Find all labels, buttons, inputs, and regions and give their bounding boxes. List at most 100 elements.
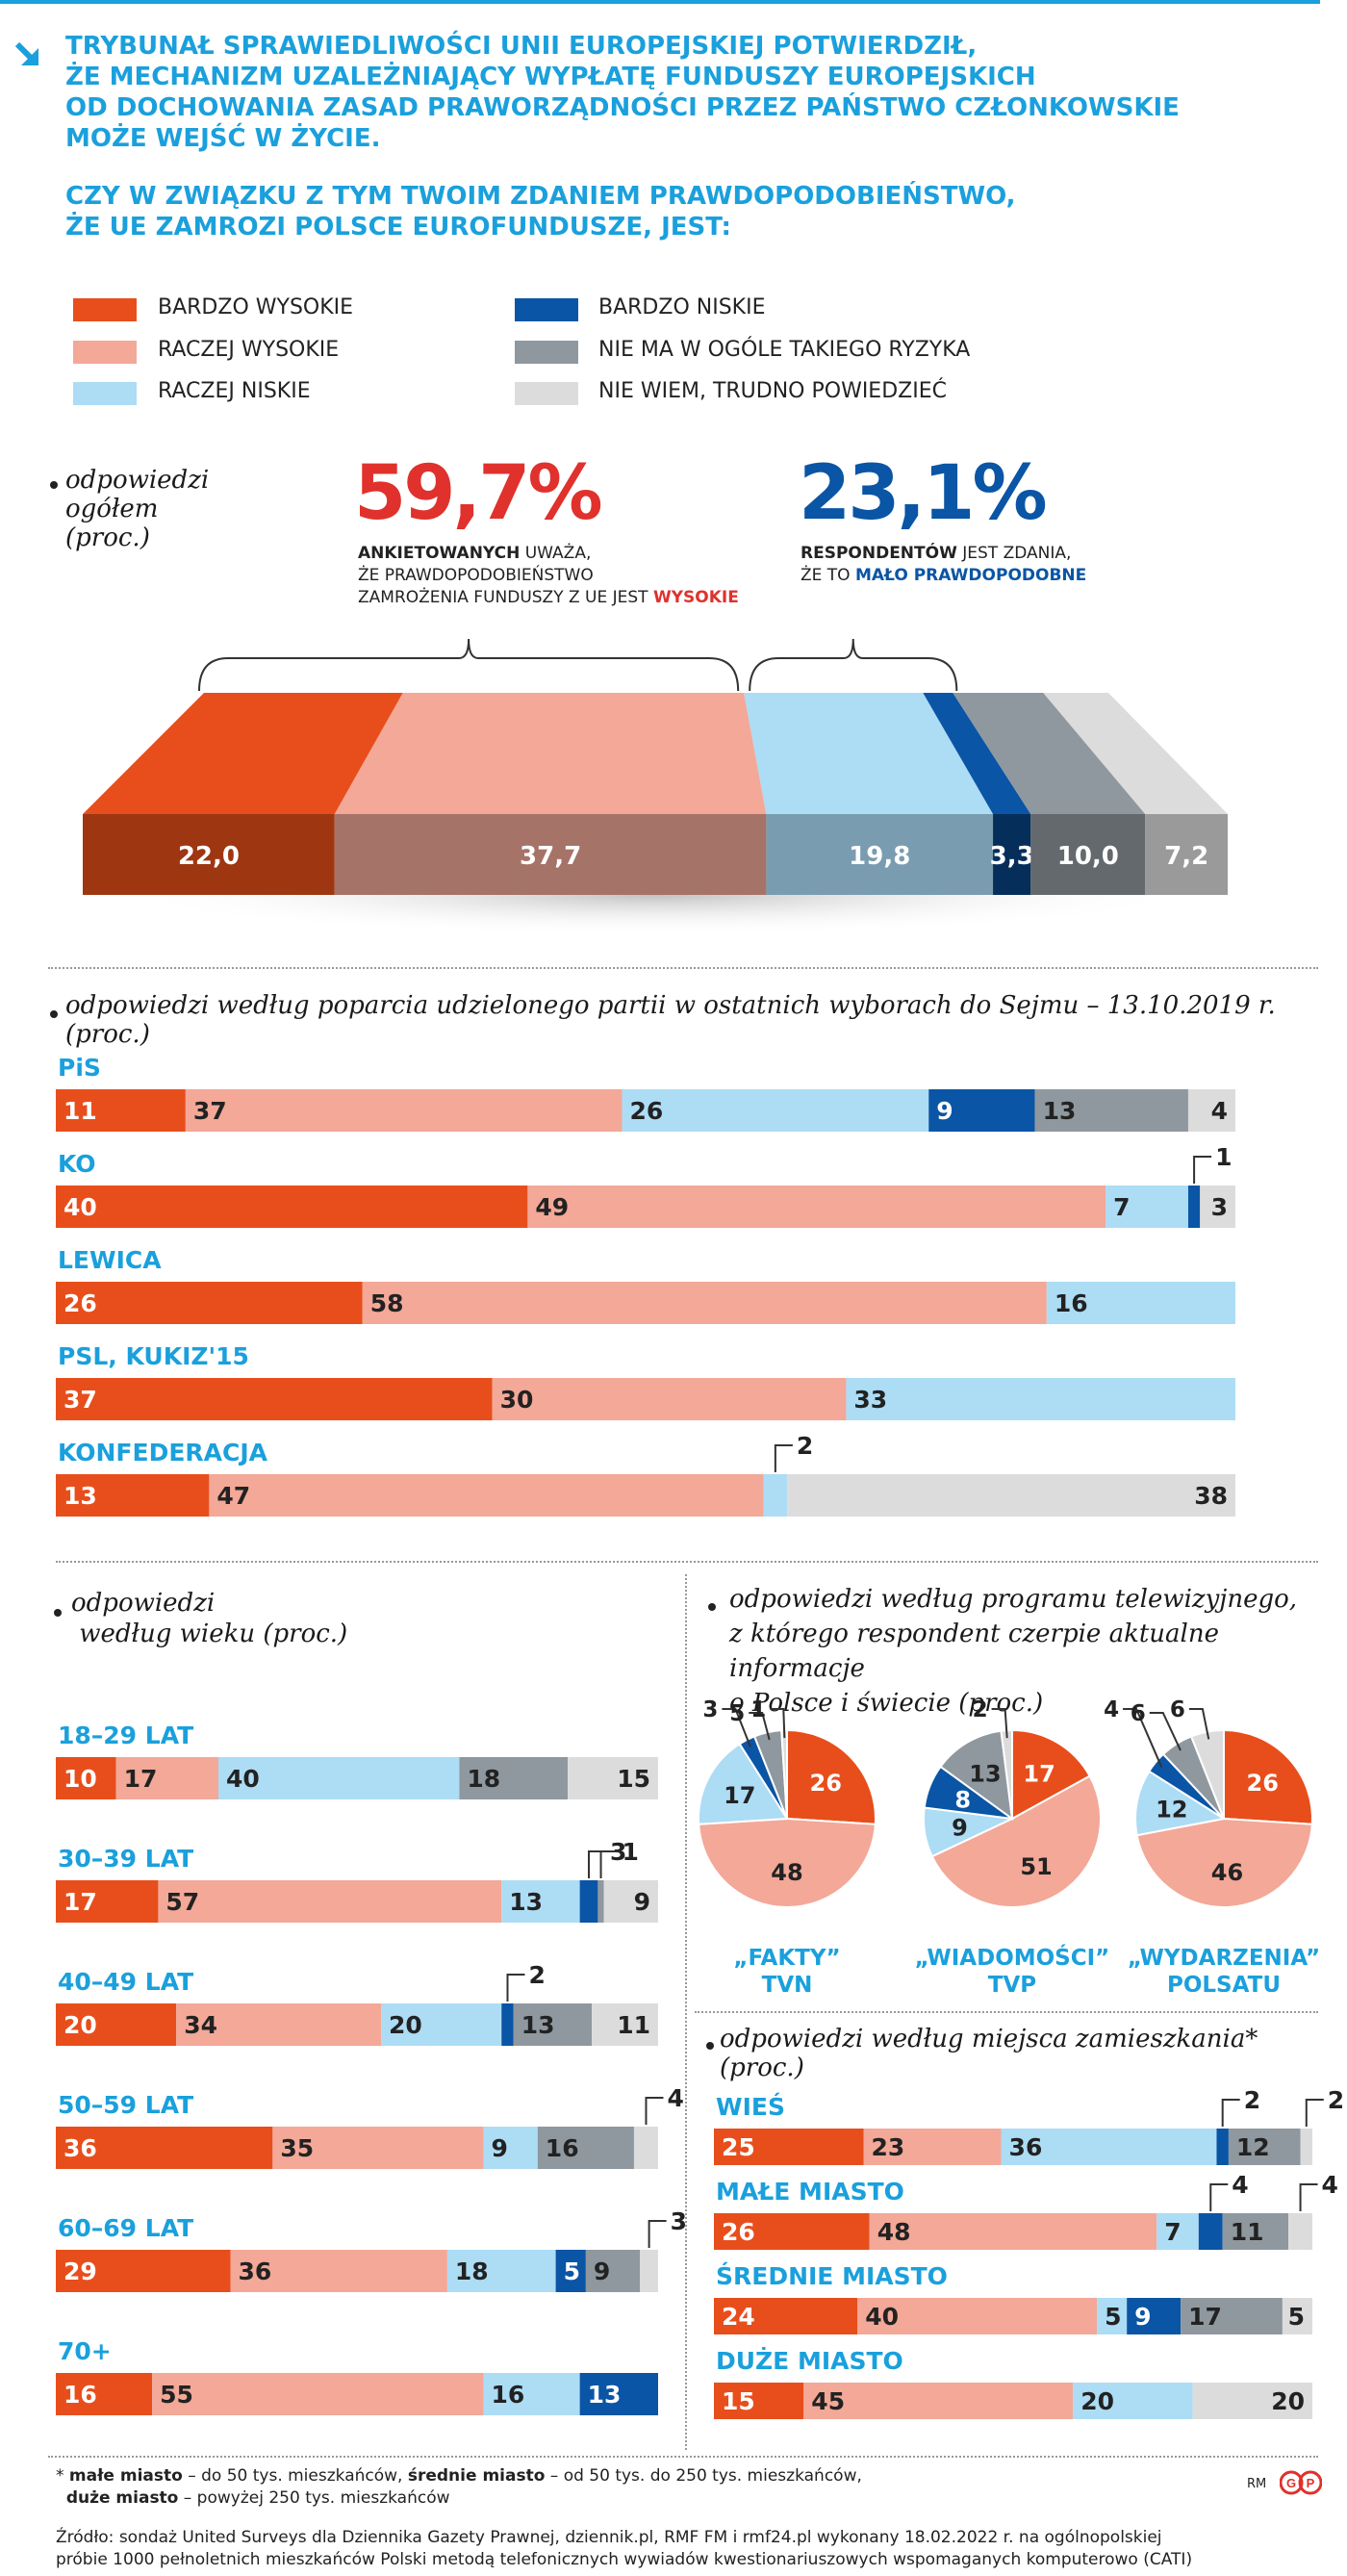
bar-value-label: 16 [491,2381,524,2409]
bar-segment [56,2373,153,2415]
bracket [198,638,740,692]
bar-segment [56,2127,273,2169]
bar-segment [579,2373,658,2415]
bar-segment [501,1880,580,1923]
bar-value-label: 11 [1231,2218,1264,2246]
callout-line [1149,1712,1182,1751]
callout-label: 6 [1131,1701,1146,1726]
bar-segment [714,2129,864,2165]
bar-value-label: 20 [389,2011,422,2039]
note-text: ŻE PRAWDOPODOBIEŃSTWO [358,566,594,585]
bar-value-label: 26 [64,1289,97,1317]
residence-chart: WIEŚ 25 23 36 12 2 2 MAŁE MIASTO 26 48 7 11 4 4 ŚREDNI… [714,2086,1344,2419]
legend-label: NIE WIEM, TRUDNO POWIEDZIEĆ [598,379,947,403]
row-label: WIEŚ [716,2092,785,2121]
pie-label: TVN [762,1973,813,1992]
callout-label: 3 [610,1838,626,1866]
overall-bar-chart: 22,0 37,7 19,8 3,3 10,0 7,2 [83,638,1228,935]
bar-segment [857,2298,1098,2334]
bar-segment [1300,2129,1312,2165]
note-emphasis: WYSOKIE [652,588,739,607]
legend-swatch-nie-wiem [515,382,578,405]
bar-value-label: 36 [1009,2133,1043,2161]
note-text: ZAMROŻENIA FUNDUSZY Z UE JEST [358,588,653,607]
bar-segment [483,2127,538,2169]
bar-segment [766,814,994,895]
bar-segment [513,2003,593,2046]
bar-value-label: 13 [588,2381,622,2409]
bar-value-label: 9 [594,2257,610,2285]
bar-value-label: 57 [165,1888,199,1916]
note-text: ŻE TO [801,566,855,585]
callout-label: 2 [973,1697,988,1722]
header-title-line: OD DOCHOWANIA ZASAD PRAWORZĄDNOŚCI PRZEZ… [65,93,1180,122]
bar-segment [1181,2298,1283,2334]
bar-value-label: 13 [509,1888,543,1916]
bar-segment [1192,2383,1312,2419]
bar-segment [56,1186,528,1228]
bar-segment [603,1880,658,1923]
bar-segment [1145,814,1228,895]
age-caption-line: odpowiedzi [71,1589,216,1618]
row-label: 30–39 LAT [58,1845,193,1873]
callout-line [648,2220,667,2248]
bar-segment [640,2250,658,2292]
bar-segment [272,2127,484,2169]
row-label: 18–29 LAT [58,1722,193,1749]
bar-segment [579,1880,598,1923]
callout-line [1123,1708,1163,1768]
bar-segment [869,2213,1157,2250]
source: Źródło: sondaż United Surveys dla Dzienn… [56,2527,1192,2571]
bar-value-label: 36 [239,2257,272,2285]
callout-label: 5 [729,1701,745,1726]
row-label: PiS [58,1054,101,1082]
tv-caption-line: odpowiedzi według programu telewizyjnego… [729,1585,1298,1614]
header-title: TRYBUNAŁ SPRAWIEDLIWOŚCI UNII EUROPEJSKI… [65,31,1180,154]
pie-value-label: 17 [1023,1760,1055,1787]
pie-slice [1011,1728,1091,1821]
question: CZY W ZWIĄZKU Z TYM TWOIM ZDANIEM PRAWDO… [65,181,1016,242]
pie-value-label: 46 [1211,1859,1243,1886]
bar-top-segment [334,693,767,814]
callout-line [774,1444,793,1472]
pie-value-label: 13 [969,1760,1001,1787]
bar-value-label: 34 [184,2011,217,2039]
pie-slice [786,1728,877,1825]
pie-slice [698,1817,877,1908]
bar-segment [230,2250,447,2292]
bar-value-label: 48 [877,2218,911,2246]
bar-segment [1046,1282,1235,1324]
bar-segment [83,814,335,895]
footnote: * małe miasto – do 50 tys. mieszkańców, … [56,2465,862,2510]
bar-segment [803,2383,1074,2419]
legend-label: RACZEJ NISKIE [158,379,311,403]
age-caption-line: według wieku (proc.) [71,1620,348,1648]
bracket [749,638,958,692]
bar-segment [459,1757,569,1799]
footnote-bold: duże miasto [65,2488,179,2508]
legend-label: RACZEJ WYSOKIE [158,338,340,362]
bar-segment [56,2003,177,2046]
header-title-line: MOŻE WEJŚĆ W ŻYCIE. [65,124,381,153]
bar-segment [1156,2213,1199,2250]
credit: RM [1247,2477,1267,2491]
row-label: ŚREDNIE MIASTO [716,2261,948,2290]
bar-value-label: 17 [1188,2303,1222,2331]
bar-value-label: 3 [1211,1193,1228,1221]
arrow-down-right-icon [14,41,38,65]
bar-value-label: 20 [64,2011,97,2039]
bar-segment [633,2127,658,2169]
overall-high-note: ANKIETOWANYCH UWAŻA, ŻE PRAWDOPODOBIEŃST… [358,543,739,609]
bar-value-label: 36 [64,2134,97,2162]
callout-line [1188,1708,1210,1740]
bar-value-label: 35 [280,2134,314,2162]
row-label: DUŻE MIASTO [716,2347,903,2375]
row-label: KONFEDERACJA [58,1439,268,1467]
bar-segment [1216,2129,1229,2165]
pie-value-label: 17 [724,1782,755,1809]
bar-value-label: 18 [467,1765,500,1793]
callout-line [506,1974,525,2002]
callout-line [1209,2183,1229,2211]
overall-high-pct: 59,7% [354,450,603,537]
